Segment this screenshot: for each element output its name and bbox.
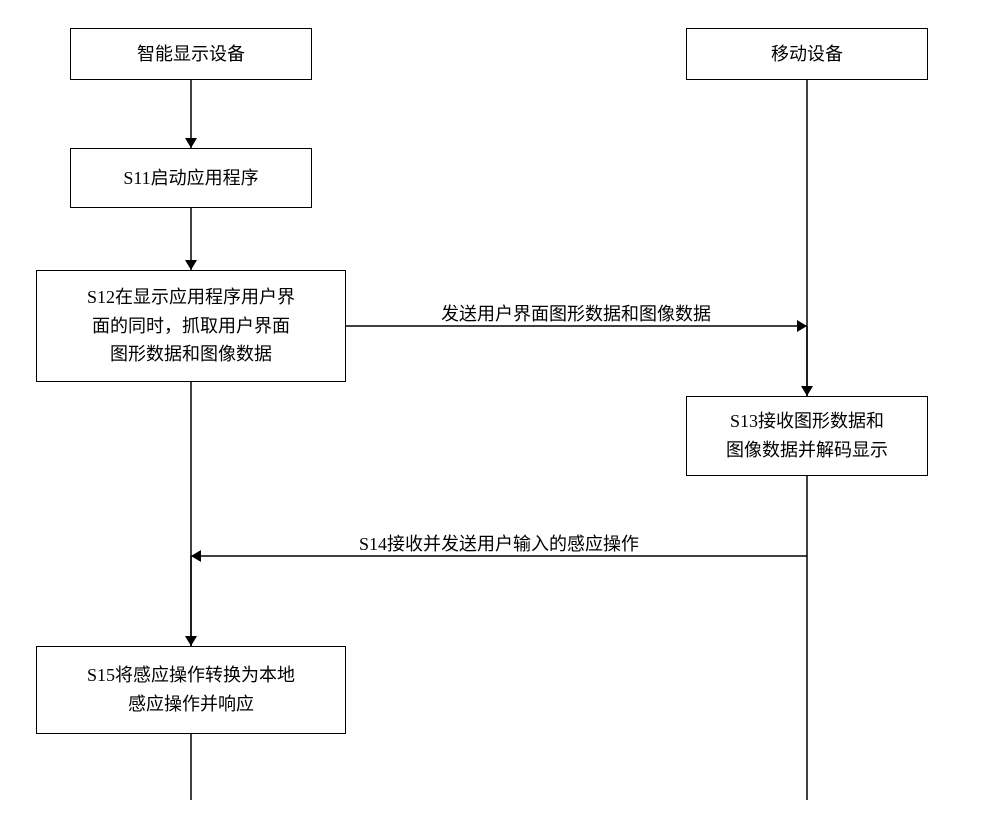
step-s12-text: S12在显示应用程序用户界面的同时，抓取用户界面图形数据和图像数据	[87, 283, 295, 369]
step-s12: S12在显示应用程序用户界面的同时，抓取用户界面图形数据和图像数据	[36, 270, 346, 382]
step-s11-text: S11启动应用程序	[123, 164, 258, 193]
lane-header-left: 智能显示设备	[70, 28, 312, 80]
step-s15-text: S15将感应操作转换为本地感应操作并响应	[87, 661, 295, 719]
diagram-canvas: 智能显示设备 移动设备 S11启动应用程序 S12在显示应用程序用户界面的同时，…	[0, 0, 1000, 814]
step-s13: S13接收图形数据和图像数据并解码显示	[686, 396, 928, 476]
msg-send-ui-data-label: 发送用户界面图形数据和图像数据	[326, 300, 826, 326]
step-s11: S11启动应用程序	[70, 148, 312, 208]
lane-title-left: 智能显示设备	[137, 40, 245, 69]
step-s15: S15将感应操作转换为本地感应操作并响应	[36, 646, 346, 734]
lane-header-right: 移动设备	[686, 28, 928, 80]
lane-title-right: 移动设备	[771, 40, 843, 69]
msg-s14-label: S14接收并发送用户输入的感应操作	[249, 530, 749, 556]
step-s13-text: S13接收图形数据和图像数据并解码显示	[726, 407, 888, 465]
